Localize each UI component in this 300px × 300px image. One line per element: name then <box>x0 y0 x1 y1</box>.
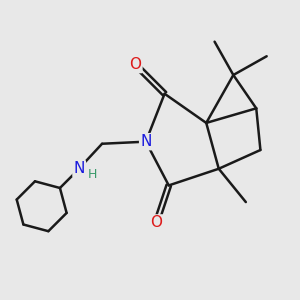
Text: N: N <box>140 134 152 149</box>
Text: H: H <box>88 169 97 182</box>
Text: O: O <box>129 57 141 72</box>
Text: O: O <box>150 215 162 230</box>
Text: N: N <box>74 161 85 176</box>
